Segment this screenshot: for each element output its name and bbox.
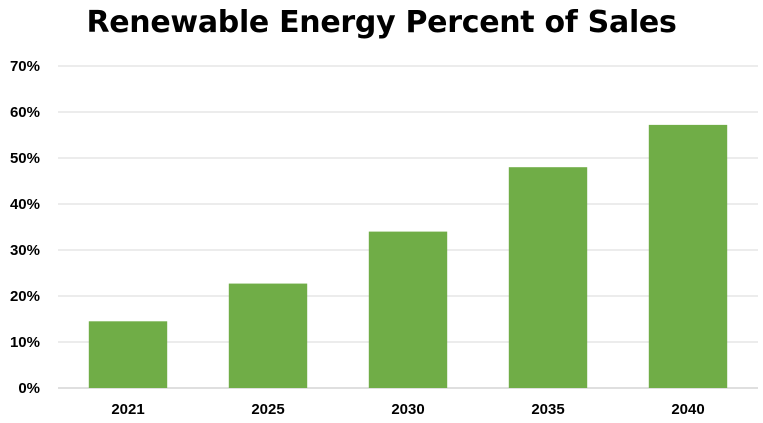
y-axis: 0% 10% 20% 30% 40% 50% 60% 70%: [10, 58, 40, 397]
y-tick-label: 10%: [10, 334, 40, 351]
x-axis: 2021 2025 2030 2035 2040: [111, 401, 704, 418]
bar-2025: [228, 283, 308, 388]
bar-2030: [368, 231, 448, 388]
x-tick-label: 2021: [111, 401, 144, 418]
x-tick-label: 2040: [671, 401, 704, 418]
bar-2035: [508, 167, 588, 388]
bars: [88, 124, 728, 388]
chart-title: Renewable Energy Percent of Sales: [86, 5, 677, 40]
x-tick-label: 2030: [391, 401, 424, 418]
x-tick-label: 2025: [251, 401, 284, 418]
y-tick-label: 40%: [10, 196, 40, 213]
y-tick-label: 50%: [10, 150, 40, 167]
bar-2021: [88, 321, 168, 388]
y-tick-label: 60%: [10, 104, 40, 121]
bar-2040: [648, 124, 728, 388]
y-tick-label: 30%: [10, 242, 40, 259]
y-tick-label: 0%: [18, 380, 40, 397]
x-tick-label: 2035: [531, 401, 564, 418]
y-tick-label: 70%: [10, 58, 40, 75]
y-tick-label: 20%: [10, 288, 40, 305]
